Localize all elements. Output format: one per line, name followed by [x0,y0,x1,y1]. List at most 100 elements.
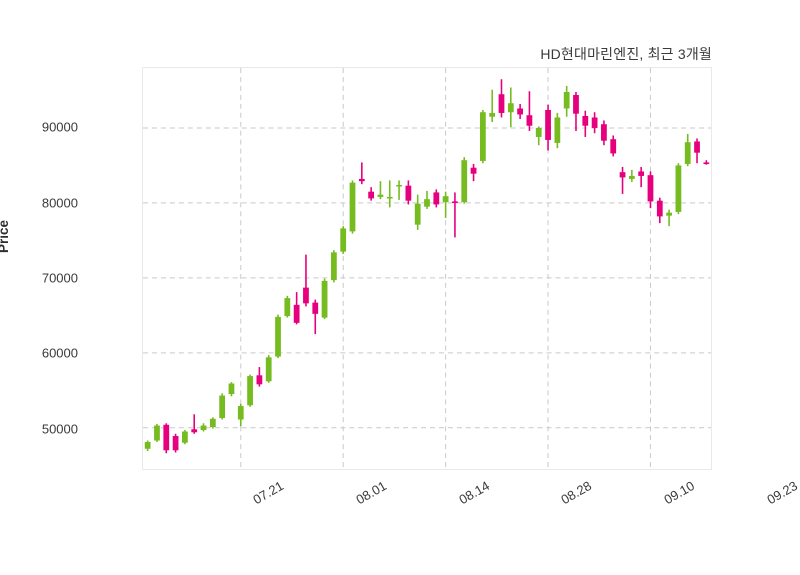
candle-body [573,94,579,114]
candlestick [545,104,551,151]
candle-body [228,383,235,395]
candlestick-series [144,79,710,454]
candle-body [219,395,226,419]
candlestick [498,79,505,118]
candle-body [414,203,421,225]
candle-body [656,200,663,217]
candlestick [237,403,244,427]
candle-body [489,112,496,117]
candle-body [461,160,468,203]
candle-body [256,375,263,385]
candle-body [554,117,561,143]
candlestick [479,109,486,164]
candle-body [312,302,319,314]
candlestick [284,295,291,318]
candle-body [433,192,440,205]
chart-title: HD현대마린엔진, 최근 3개월 [540,46,712,62]
y-tick-label: 80000 [41,195,78,211]
candle-body [442,196,449,203]
candlestick [563,85,570,117]
candle-body [675,165,682,212]
candlestick [666,209,672,227]
candlestick [386,180,393,208]
candlestick [619,166,626,194]
x-tick-label: 07.21 [250,478,287,508]
candlestick [154,424,160,443]
candle-body [535,127,542,137]
candle-body [610,139,617,154]
candlestick [703,160,710,165]
candlestick [414,194,421,230]
candle-body [507,103,514,113]
candle-body [694,141,700,153]
x-tick-label: 08.28 [558,478,595,508]
candlestick [582,110,589,137]
candle-body [349,182,356,232]
candle-body [303,287,309,304]
candle-body [386,196,393,199]
x-tick-label: 08.14 [456,478,492,508]
candle-body [703,162,710,165]
candlestick [377,181,384,200]
y-axis-label: Price [0,219,11,253]
candle-body [293,304,300,323]
candlestick [265,355,272,383]
candlestick [470,163,477,182]
candle-body [265,357,272,382]
candlestick [330,250,337,283]
candlestick [349,180,356,234]
candle-body [545,109,551,140]
x-tick-label: 08.01 [353,478,389,508]
candlestick [209,417,216,429]
candlestick [191,414,198,434]
y-tick-label: 60000 [41,345,78,361]
candlestick [535,126,542,146]
candlestick [368,187,375,201]
candlestick [591,112,598,134]
candlestick [340,226,347,254]
candlestick [396,180,402,200]
candlestick [573,91,579,131]
candlestick [219,393,226,420]
candlestick [656,197,663,224]
candlestick [601,120,607,146]
x-tick-label: 09.23 [764,478,800,508]
candle-body [479,112,486,161]
candlestick [200,423,207,432]
candle-body [172,436,179,451]
candle-body [526,115,533,126]
candle-body [601,124,607,141]
candle-body [563,91,570,109]
candlestick [628,169,635,182]
candle-body [163,424,170,451]
candle-body [209,418,216,428]
candlestick [489,89,496,122]
candlestick [452,192,458,238]
candlestick [684,133,691,167]
candle-body [396,184,402,187]
candle-body [237,406,244,420]
candlestick [303,254,309,307]
candle-body [638,171,645,176]
candlestick [358,162,365,185]
y-tick-label: 50000 [41,421,78,437]
candle-body [368,191,375,199]
candlestick [647,171,654,209]
plot-area [142,67,712,470]
candle-body [191,429,198,433]
candlestick [256,367,263,387]
x-tick-label: 09.10 [661,478,698,508]
candle-body [582,115,589,126]
candlestick [144,440,151,452]
candle-body [377,194,384,197]
candle-body [247,376,253,406]
gridlines [143,68,711,469]
candle-body [498,94,505,113]
y-tick-label: 70000 [41,270,78,286]
candle-body [321,280,328,318]
candlestick [228,382,235,397]
candlestick [163,423,170,454]
candlestick [461,157,468,204]
candlestick [638,166,645,188]
